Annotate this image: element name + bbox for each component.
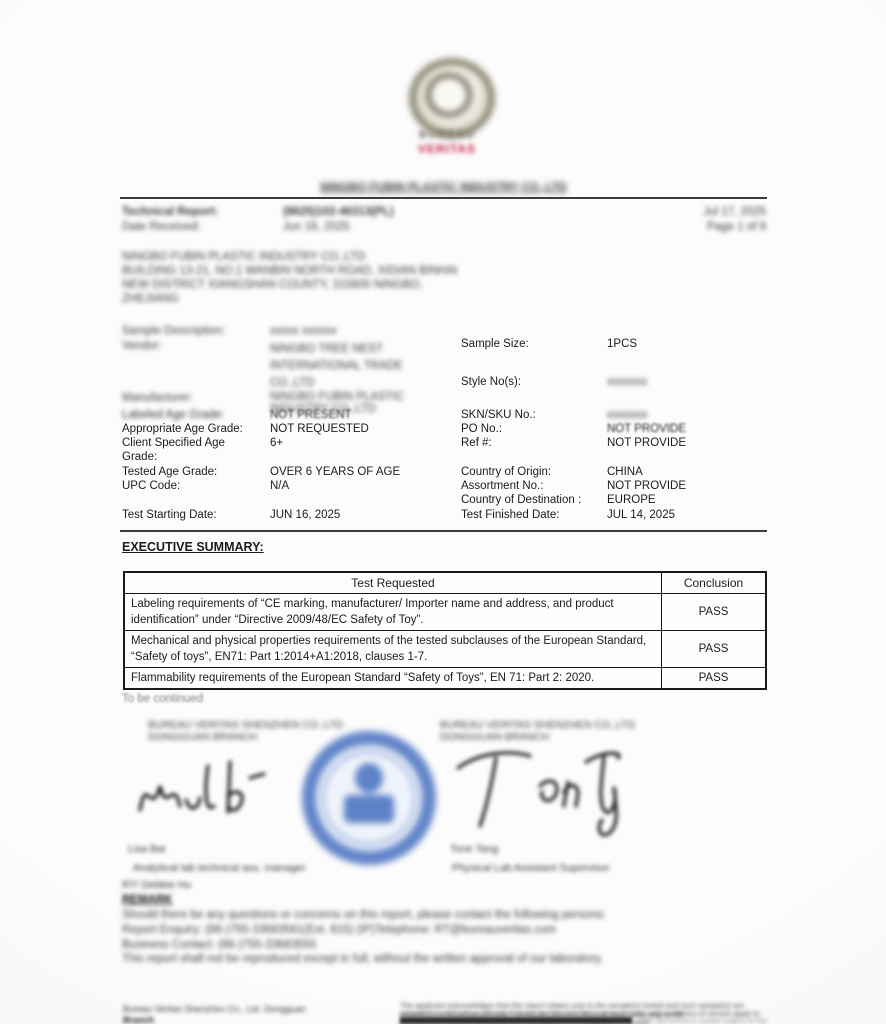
field-assortment-value: NOT PROVIDE (607, 480, 687, 492)
field-vendor-value-2: INTERNATIONAL TRADE (270, 360, 403, 372)
page-info: Page 1 of 9 (707, 221, 766, 233)
stamp-figure-body (344, 795, 394, 823)
left-signer-name: Lisa Bai (128, 843, 166, 855)
field-assortment-label: Assortment No.: (461, 480, 544, 492)
field-manufacturer-value-1: NINGBO FUBIN PLASTIC (270, 391, 405, 403)
field-skn-sku-value: xxxxxxx (607, 409, 648, 421)
field-tested-age-grade-value: OVER 6 YEARS OF AGE (270, 466, 401, 478)
field-appropriate-age-grade-value: NOT REQUESTED (270, 423, 369, 435)
conclusion-cell: PASS (698, 672, 729, 684)
logo-word-veritas: VERITAS (417, 142, 477, 156)
field-vendor-label: Vendor: (122, 340, 162, 352)
field-upc-code-label: UPC Code: (122, 480, 181, 492)
left-signature (138, 760, 266, 814)
bureau-veritas-emblem-icon (409, 58, 495, 138)
date-received-label: Date Received: (122, 221, 201, 233)
executive-summary-heading: EXECUTIVE SUMMARY: (122, 540, 264, 554)
field-po-no-value: NOT PROVIDE (607, 423, 687, 435)
field-sample-size-label: Sample Size: (461, 338, 529, 350)
approval-stamp-icon (302, 731, 436, 865)
issue-date: Jul 17, 2025 (703, 206, 766, 218)
right-signer-name: Tone Tang (450, 843, 499, 855)
right-signature (456, 751, 621, 837)
field-country-origin-label: Country of Origin: (461, 466, 552, 478)
header-divider (120, 197, 767, 199)
field-sample-description-value: xxxxx xxxxxx (270, 325, 337, 337)
test-requested-cell: Flammability requirements of the Europea… (125, 668, 662, 688)
test-requested-cell: Labeling requirements of “CE marking, ma… (125, 594, 662, 630)
field-test-finished-date-value: JUL 14, 2025 (607, 509, 675, 521)
technical-report-label: Technical Report: (122, 206, 219, 218)
field-client-specified-age-label-1: Client Specified Age (122, 437, 225, 449)
test-requested-cell: Mechanical and physical properties requi… (125, 631, 662, 667)
field-ref-label: Ref #: (461, 437, 492, 449)
to-be-continued-note: To be continued (122, 693, 204, 705)
footer-terms-bold-line (400, 1017, 632, 1024)
field-vendor-value-3: CO.,LTD (270, 377, 315, 389)
footer-business-contact: Business Contact: (86-)755-33683555 (122, 939, 317, 951)
field-skn-sku-label: SKN/SKU No.: (461, 409, 536, 421)
applicant-line-1: NINGBO FUBIN PLASTIC INDUSTRY CO.,LTD (122, 251, 366, 263)
conclusion-cell: PASS (698, 606, 729, 618)
field-style-no-value: xxxxxxx (607, 376, 648, 388)
date-received-value: Jun 16, 2025 (283, 221, 350, 233)
stamp-inner-ring (322, 751, 416, 845)
left-signer-title: Analytical lab technical ass. manager (133, 862, 306, 874)
left-signer-company-2: DONGGUAN BRANCH (148, 731, 258, 743)
section-divider (120, 530, 767, 532)
field-vendor-value-1: NINGBO TREE NEST (270, 343, 383, 355)
right-signer-company-2: DONGGUAN BRANCH (440, 731, 550, 743)
field-sample-size-value: 1PCS (607, 338, 638, 350)
field-po-no-label: PO No.: (461, 423, 502, 435)
applicant-line-4: ZHEJIANG (122, 293, 179, 305)
conclusion-cell: PASS (698, 643, 729, 655)
field-country-origin-value: CHINA (607, 466, 643, 478)
field-labeled-age-grade-value: NOT PRESENT (270, 409, 352, 421)
column-header-conclusion: Conclusion (683, 576, 744, 590)
field-manufacturer-label: Manufacturer: (122, 392, 193, 404)
footer-report-enquiry: Report Enquiry: (86-)755-33683561(Ext. 8… (122, 924, 556, 936)
field-upc-code-value: N/A (270, 480, 290, 492)
footer-terms-line-1: The applicant acknowledges that this rep… (400, 1001, 744, 1019)
applicant-line-3: NEW DISTRICT XIANGSHAN COUNTY, 315600 NI… (122, 279, 423, 291)
table-row: Labeling requirements of “CE marking, ma… (125, 593, 765, 630)
footer-reproduction-note: This report shall not be reproduced exce… (122, 953, 604, 965)
applicant-line-2: BUILDING 13-21, NO.1 WANBIN NORTH ROAD, … (122, 265, 458, 277)
field-client-specified-age-label-2: Grade: (122, 451, 158, 463)
field-labeled-age-grade-label: Labeled Age Grade: (122, 409, 225, 421)
report-ref-line: RT/ Debbie Hu (122, 879, 192, 891)
field-test-finished-date-label: Test Finished Date: (461, 509, 560, 521)
footer-lab-name: Bureau Veritas Shenzhen Co., Ltd. Donggu… (123, 1004, 306, 1014)
field-tested-age-grade-label: Tested Age Grade: (122, 466, 218, 478)
field-sample-description-label: Sample Description: (122, 325, 225, 337)
table-row: Mechanical and physical properties requi… (125, 630, 765, 667)
field-country-destination-label: Country of Destination : (461, 494, 582, 506)
stamp-figure-head (355, 763, 383, 793)
table-row: Flammability requirements of the Europea… (125, 667, 765, 688)
remark-heading: REMARK (122, 894, 173, 906)
field-ref-value: NOT PROVIDE (607, 437, 687, 449)
executive-summary-table: Test Requested Conclusion Labeling requi… (123, 571, 767, 690)
right-signer-company-1: BUREAU VERITAS SHENZHEN CO.,LTD (440, 719, 636, 731)
field-test-starting-date-value: JUN 16, 2025 (270, 509, 341, 521)
column-header-test-requested: Test Requested (125, 573, 662, 593)
field-client-specified-age-value: 6+ (270, 437, 284, 449)
footer-lab-branch: Branch (123, 1015, 155, 1024)
field-appropriate-age-grade-label: Appropriate Age Grade: (122, 423, 243, 435)
footer-contact-intro: Should there be any questions or concern… (122, 909, 606, 921)
technical-report-number: (8625)102-46313(PL) (283, 206, 394, 218)
emblem-inner-ring (426, 73, 472, 117)
logo-word-bureau: BUREAU (418, 129, 476, 141)
summary-header-row: Test Requested Conclusion (125, 573, 765, 593)
field-country-destination-value: EUROPE (607, 494, 656, 506)
field-style-no-label: Style No(s): (461, 376, 522, 388)
field-manufacturer-value-2: INDUSTRY CO.,LTD (270, 403, 377, 415)
field-test-starting-date-label: Test Starting Date: (122, 509, 217, 521)
footer-terms-tail: This document is issued subject to the g… (640, 1016, 768, 1024)
left-signer-company-1: BUREAU VERITAS SHENZHEN CO.,LTD (148, 719, 344, 731)
company-title: NINGBO FUBIN PLASTIC INDUSTRY CO.,LTD (320, 182, 567, 194)
right-signer-title: Physical Lab Assistant Supervisor (452, 862, 610, 874)
